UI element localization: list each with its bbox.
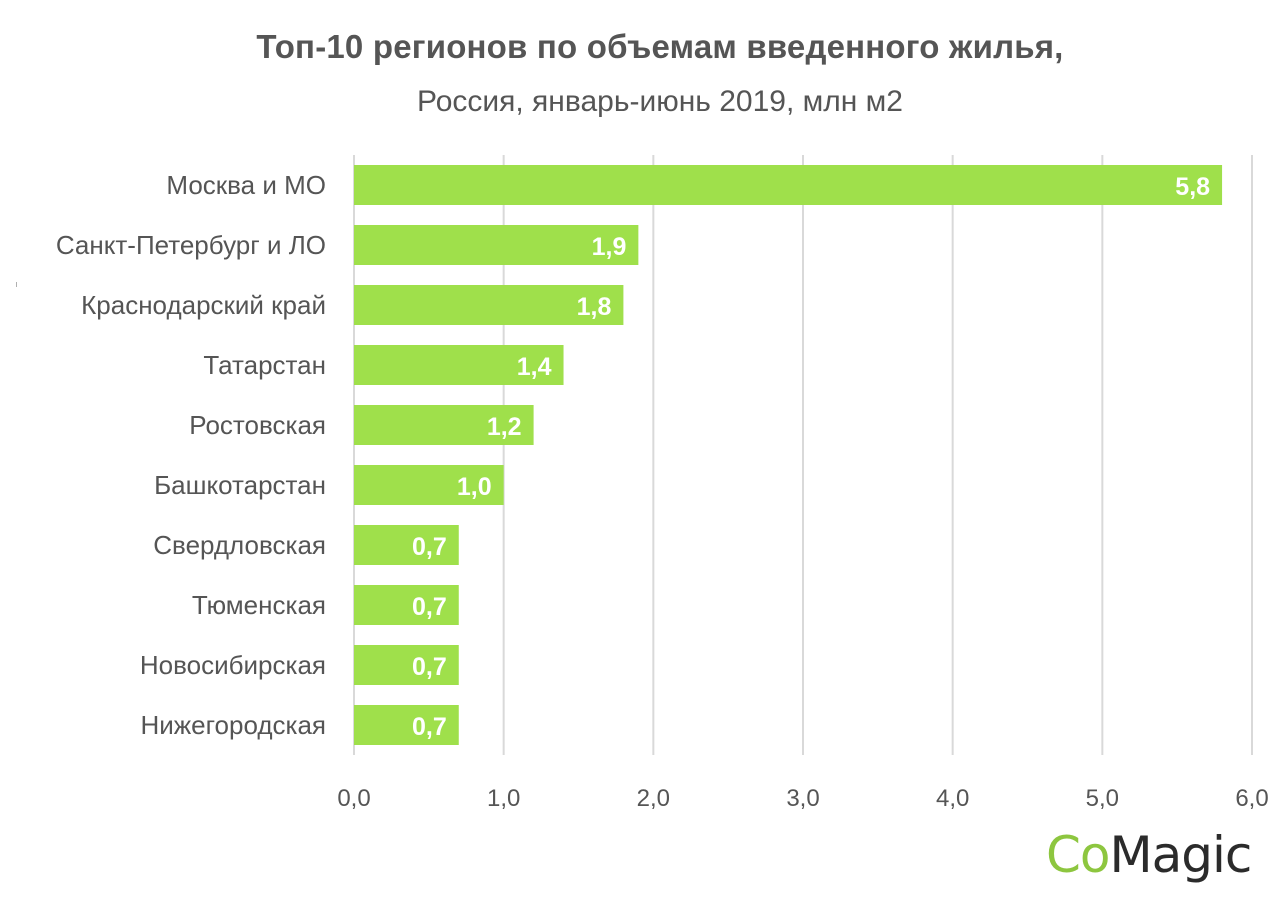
bar: [354, 285, 624, 325]
bar: [354, 225, 639, 265]
x-tick-label: 2,0: [637, 785, 670, 812]
category-label: Ростовская: [189, 410, 326, 440]
bar-value-label: 1,2: [487, 413, 522, 441]
category-label: Тюменская: [192, 590, 326, 620]
chart-title: Топ-10 регионов по объемам введенного жи…: [256, 28, 1064, 65]
category-label: Нижегородская: [140, 710, 326, 740]
logo-co: Co: [1046, 826, 1111, 884]
bar-value-label: 1,0: [457, 473, 492, 501]
bar: [354, 165, 1223, 205]
bar-value-label: 1,8: [577, 293, 612, 321]
x-tick-label: 0,0: [337, 785, 370, 812]
bars: [354, 165, 1223, 745]
bar: [354, 405, 534, 445]
category-label: Свердловская: [153, 530, 326, 560]
bar-value-label: 0,7: [412, 653, 447, 681]
bar-value-label: 5,8: [1175, 173, 1210, 201]
category-labels: Москва и МО Санкт-Петербург и ЛО Краснодар…: [56, 170, 326, 740]
category-label: Башкотарстан: [154, 470, 326, 500]
comagic-logo: CoMagic: [1046, 826, 1253, 884]
x-tick-label: 4,0: [936, 785, 969, 812]
x-tick-label: 5,0: [1086, 785, 1119, 812]
bar-value-label: 1,9: [592, 233, 627, 261]
logo-magic: Magic: [1109, 826, 1253, 884]
bar: [354, 345, 564, 385]
category-label: Новосибирская: [140, 650, 326, 680]
chart-subtitle: Россия, январь-июнь 2019, млн м2: [417, 85, 903, 118]
category-label: Краснодарский край: [81, 290, 326, 320]
bar-value-label: 0,7: [412, 593, 447, 621]
x-tick-label: 3,0: [786, 785, 819, 812]
category-label: Москва и МО: [166, 170, 326, 200]
value-labels: 5,8 1,9 1,8 1,4 1,2 1,0 0,7 0,7 0,7 0,7: [412, 173, 1210, 741]
bar: [354, 585, 459, 625]
bar: [354, 465, 504, 505]
bar: [354, 705, 459, 745]
x-axis-ticks: 0,0 1,0 2,0 3,0 4,0 5,0 6,0: [337, 785, 1268, 812]
bar: [354, 525, 459, 565]
x-tick-label: 1,0: [487, 785, 520, 812]
bar-value-label: 0,7: [412, 713, 447, 741]
bar: [354, 645, 459, 685]
edge-mark: [16, 282, 20, 287]
category-label: Санкт-Петербург и ЛО: [56, 230, 326, 260]
x-tick-label: 6,0: [1235, 785, 1268, 812]
category-label: Татарстан: [203, 350, 326, 380]
bar-value-label: 1,4: [517, 353, 552, 381]
bar-value-label: 0,7: [412, 533, 447, 561]
